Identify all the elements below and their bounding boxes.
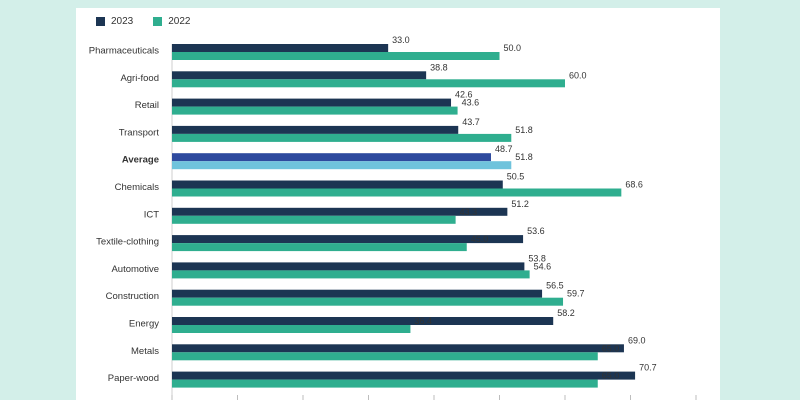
category-label-transport: Transport — [119, 127, 160, 138]
value-label-2022-chemicals: 68.6 — [625, 180, 643, 190]
bar-2023-metals — [172, 344, 624, 353]
category-label-construction: Construction — [106, 291, 159, 302]
bar-2023-chemicals — [172, 180, 503, 189]
value-label-2022-textile-clothing: 45.0 — [471, 234, 489, 244]
bar-2022-automotive — [172, 270, 530, 279]
bar-2022-energy — [172, 325, 411, 333]
category-label-energy: Energy — [129, 319, 159, 330]
bar-2023-pharmaceuticals — [172, 44, 389, 52]
bar-2023-agri-food — [172, 71, 427, 80]
category-label-agri-food: Agri-food — [120, 73, 159, 84]
category-label-textile-clothing: Textile-clothing — [96, 237, 159, 248]
legend-swatch-2022 — [153, 16, 163, 26]
value-label-2022-paper-wood: 65.0 — [602, 371, 620, 381]
legend-swatch-2023 — [96, 16, 105, 26]
bar-2022-construction — [172, 297, 564, 306]
value-label-2022-ict: 43.3 — [460, 207, 478, 217]
bar-2022-textile-clothing — [172, 243, 467, 252]
bar-2023-automotive — [172, 262, 525, 271]
value-label-2023-metals: 69.0 — [628, 335, 646, 345]
value-label-2023-automotive: 53.8 — [528, 253, 546, 263]
value-label-2022-agri-food: 60.0 — [569, 70, 587, 80]
value-label-2022-energy: 36.4 — [414, 316, 432, 326]
category-label-average: Average — [122, 155, 159, 166]
value-label-2023-textile-clothing: 53.6 — [527, 226, 545, 236]
value-label-2023-energy: 58.2 — [557, 308, 575, 318]
legend-item-2022: 2022 — [153, 15, 191, 27]
value-label-2023-paper-wood: 70.7 — [639, 363, 657, 373]
value-label-2022-metals: 65.0 — [602, 343, 620, 353]
bar-2023-construction — [172, 289, 543, 298]
value-label-2023-ict: 51.2 — [511, 199, 529, 209]
value-label-2022-construction: 59.7 — [567, 289, 585, 299]
bar-2022-agri-food — [172, 79, 565, 88]
legend-label-2023: 2023 — [111, 15, 134, 27]
bar-2022-transport — [172, 133, 512, 142]
bar-2022-ict — [172, 215, 456, 224]
value-label-2023-construction: 56.5 — [546, 281, 564, 291]
value-label-2022-transport: 51.8 — [515, 125, 533, 135]
bar-2023-transport — [172, 125, 459, 134]
value-label-2023-chemicals: 50.5 — [507, 172, 525, 182]
value-label-2023-pharmaceuticals: 33.0 — [392, 35, 410, 45]
category-label-automotive: Automotive — [111, 264, 159, 275]
bar-2023-textile-clothing — [172, 235, 524, 244]
bar-2023-ict — [172, 207, 508, 216]
value-label-2023-agri-food: 38.8 — [430, 62, 448, 72]
bar-2022-retail — [172, 106, 458, 115]
value-label-2022-average: 51.8 — [515, 152, 533, 162]
value-label-2023-retail: 42.6 — [455, 90, 473, 100]
bar-2022-metals — [172, 352, 598, 361]
bar-2022-chemicals — [172, 188, 622, 197]
category-label-ict: ICT — [144, 209, 160, 220]
bar-2023-energy — [172, 317, 554, 325]
bar-2023-average — [172, 153, 491, 162]
category-label-retail: Retail — [135, 100, 159, 111]
bar-2023-paper-wood — [172, 371, 636, 380]
value-label-2022-retail: 43.6 — [462, 98, 480, 108]
category-label-pharmaceuticals: Pharmaceuticals — [89, 46, 159, 57]
legend-item-2023: 2023 — [96, 16, 133, 27]
value-label-2022-pharmaceuticals: 50.0 — [504, 43, 522, 53]
bar-2022-pharmaceuticals — [172, 52, 500, 60]
category-label-chemicals: Chemicals — [115, 182, 160, 193]
category-label-paper-wood: Paper-wood — [108, 373, 159, 384]
bar-2022-average — [172, 161, 512, 170]
value-label-2022-automotive: 54.6 — [534, 261, 552, 271]
bar-2022-paper-wood — [172, 379, 598, 388]
value-label-2023-transport: 43.7 — [462, 117, 480, 127]
category-label-metals: Metals — [131, 346, 159, 357]
value-label-2023-average: 48.7 — [495, 144, 513, 154]
legend: 2023 2022 — [96, 13, 191, 29]
legend-label-2022: 2022 — [168, 15, 191, 27]
bar-2023-retail — [172, 98, 452, 107]
